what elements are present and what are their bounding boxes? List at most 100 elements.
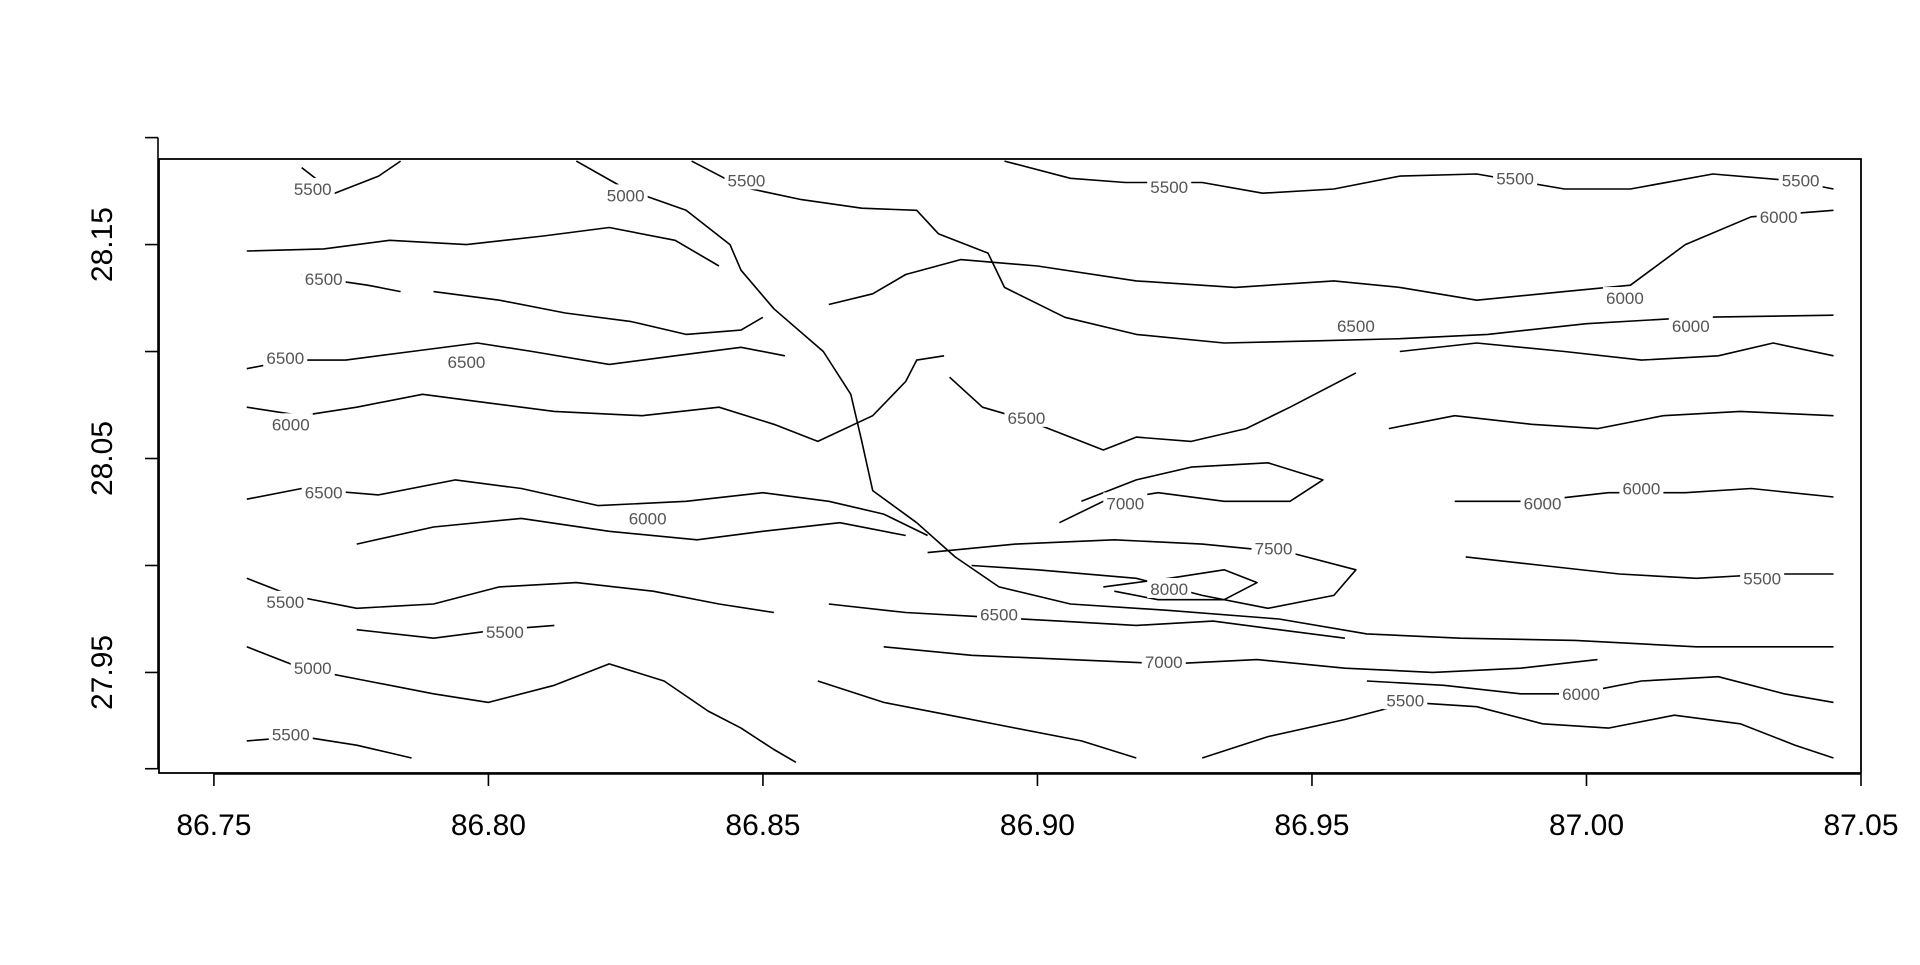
contour-labels: 5500 5000 5500 5500 5500 5500 6000 6500 6000 6500… — [263, 167, 1823, 744]
plot-frame — [158, 158, 1862, 774]
contour-label-bg-21 — [1740, 567, 1785, 588]
contour-line-6000-11 — [356, 517, 906, 545]
contour-label-bg-10 — [1668, 314, 1713, 335]
y-tick-label-3: 28.05 — [86, 421, 119, 496]
contour-label-12: 6500 — [448, 353, 486, 372]
x-tick-label-3: 86.90 — [1000, 809, 1075, 842]
contour-label-0: 5500 — [294, 180, 332, 199]
contour-label-17: 6000 — [629, 509, 667, 528]
contour-label-bg-9 — [1333, 314, 1378, 335]
contour-label-bg-23 — [263, 590, 308, 611]
contour-label-bg-8 — [1602, 287, 1647, 308]
contour-label-bg-6 — [1756, 205, 1801, 226]
contour-line-6000-27 — [1366, 675, 1834, 704]
contour-label-bg-29 — [1558, 682, 1603, 703]
contour-line-5500-2 — [691, 160, 1834, 344]
contour-label-27: 5000 — [294, 659, 332, 678]
contour-label-bg-2 — [724, 169, 769, 190]
contour-label-26: 7000 — [1145, 653, 1183, 672]
contour-line-6500-10 — [246, 479, 928, 537]
contour-label-25: 5500 — [486, 623, 524, 642]
contour-label-19: 6000 — [1622, 479, 1660, 498]
contour-label-16: 7000 — [1106, 494, 1144, 513]
x-tick-label-5: 87.00 — [1549, 809, 1624, 842]
y-tick-label-1: 27.95 — [86, 635, 119, 710]
contour-label-bg-30 — [268, 723, 313, 744]
y-axis: 27.95 28.05 28.15 — [86, 136, 159, 770]
contour-label-bg-24 — [977, 603, 1022, 624]
contour-label-5: 5500 — [1782, 171, 1820, 190]
contour-label-bg-13 — [1004, 406, 1049, 427]
contour-line-7000-17 — [883, 646, 1598, 674]
contour-label-bg-3 — [1147, 175, 1192, 196]
contour-line-5500-3 — [1004, 160, 1834, 194]
x-tick-label-1: 86.80 — [451, 809, 526, 842]
contour-label-24: 6500 — [980, 606, 1018, 625]
contour-label-9: 6500 — [1337, 317, 1375, 336]
contour-line-6500-8 — [433, 290, 764, 336]
x-axis: 86.75 86.80 86.85 86.90 86.95 87.00 87.05 — [176, 773, 1899, 842]
contour-label-bg-15 — [301, 481, 346, 502]
x-tick-label-6: 87.05 — [1823, 809, 1898, 842]
y-tick-label-5: 28.15 — [86, 207, 119, 282]
contour-label-10: 6000 — [1672, 317, 1710, 336]
contour-label-1: 5000 — [607, 186, 645, 205]
contour-label-15: 6500 — [305, 484, 343, 503]
contour-line-6000-18 — [1388, 410, 1834, 430]
contour-line-5000-1 — [575, 160, 1834, 648]
contour-label-13: 6500 — [1008, 409, 1046, 428]
contour-line-7500-14 — [927, 539, 1357, 610]
contour-line-6500-7 — [246, 342, 786, 370]
contour-label-bg-22 — [1147, 578, 1192, 599]
contour-label-bg-26 — [1141, 650, 1186, 671]
contour-label-bg-16 — [1103, 492, 1148, 513]
contour-label-30: 5500 — [272, 725, 310, 744]
contour-label-22: 8000 — [1150, 580, 1188, 599]
contour-label-23: 5500 — [266, 593, 304, 612]
contour-label-3: 5500 — [1150, 178, 1188, 197]
contour-label-bg-27 — [290, 657, 335, 678]
contour-label-20: 7500 — [1255, 539, 1293, 558]
x-tick-label-2: 86.85 — [725, 809, 800, 842]
contour-line-6000-9 — [246, 355, 945, 443]
contour-line-6000-4 — [828, 209, 1834, 306]
contour-line-6000-20 — [1399, 342, 1834, 361]
contour-label-bg-7 — [301, 267, 346, 288]
contour-label-bg-1 — [603, 184, 648, 205]
x-tick-label-0: 86.75 — [176, 809, 251, 842]
x-tick-label-4: 86.95 — [1274, 809, 1349, 842]
contour-lines — [246, 160, 1834, 763]
contour-label-bg-25 — [482, 620, 527, 641]
contour-label-bg-20 — [1251, 537, 1296, 558]
contour-label-bg-18 — [1520, 492, 1565, 513]
contour-label-8: 6000 — [1606, 289, 1644, 308]
contour-line-7000-13 — [1059, 462, 1324, 524]
contour-label-bg-17 — [625, 507, 670, 528]
contour-label-bg-5 — [1778, 169, 1823, 190]
contour-label-2: 5500 — [728, 171, 766, 190]
contour-label-4: 5500 — [1496, 169, 1534, 188]
contour-label-28: 5500 — [1386, 691, 1424, 710]
contour-label-7: 6500 — [305, 270, 343, 289]
contour-label-21: 5500 — [1743, 569, 1781, 588]
contour-label-bg-28 — [1383, 689, 1428, 710]
contour-label-11: 6500 — [266, 349, 304, 368]
contour-label-29: 6000 — [1562, 685, 1600, 704]
contour-label-bg-14 — [268, 413, 313, 434]
contour-line-5500-22 — [246, 577, 775, 614]
contour-label-bg-0 — [290, 177, 335, 198]
contour-label-bg-12 — [444, 351, 489, 372]
contour-line-5500-28 — [817, 680, 1137, 759]
contour-label-14: 6000 — [272, 415, 310, 434]
contour-label-bg-11 — [263, 346, 308, 367]
contour-line-5000-24 — [246, 646, 797, 763]
contour-label-bg-4 — [1493, 167, 1538, 188]
contour-line-5500-26 — [1201, 701, 1834, 759]
contour-label-18: 6000 — [1524, 494, 1562, 513]
contour-line-6500-16 — [828, 603, 1346, 639]
contour-label-6: 6000 — [1760, 208, 1798, 227]
contour-label-bg-19 — [1619, 477, 1664, 498]
contour-line-6000-6 — [246, 226, 720, 267]
